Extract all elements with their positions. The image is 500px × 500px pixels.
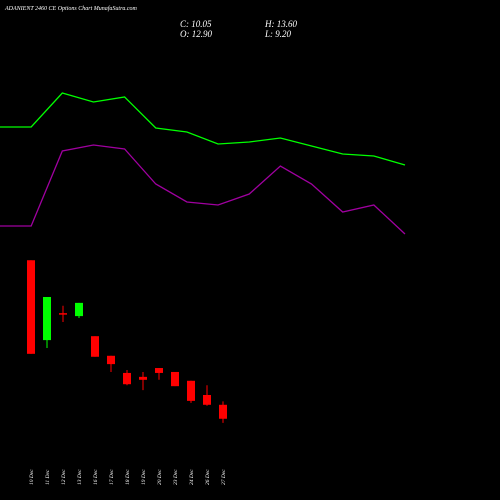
x-tick-label: 12 Dec	[61, 469, 67, 485]
x-tick-label: 17 Dec	[109, 469, 115, 485]
chart-title: ADANIENT 2460 CE Options Chart MunafaSut…	[4, 5, 138, 12]
x-tick-label: 23 Dec	[173, 469, 179, 485]
open-label: O: 12.90	[180, 29, 212, 39]
high-label: H: 13.60	[264, 19, 297, 29]
x-tick-label: 18 Dec	[125, 469, 131, 485]
x-tick-label: 13 Dec	[77, 469, 83, 485]
candle-body	[107, 355, 115, 365]
candle-body	[187, 380, 195, 401]
x-tick-label: 19 Dec	[141, 469, 147, 485]
candle-body	[139, 376, 147, 380]
close-label: C: 10.05	[180, 19, 212, 29]
candle-body	[91, 336, 99, 357]
x-tick-label: 27 Dec	[221, 469, 227, 485]
candle-body	[59, 313, 67, 315]
candle-body	[75, 302, 83, 317]
candle-body	[123, 372, 131, 385]
line-series	[0, 92, 406, 166]
x-tick-label: 20 Dec	[157, 469, 163, 485]
x-tick-label: 24 Dec	[188, 469, 195, 485]
candle-body	[203, 394, 211, 405]
low-label: L: 9.20	[264, 29, 292, 39]
candle-body	[27, 260, 35, 354]
candle-body	[219, 404, 227, 419]
x-tick-label: 11 Dec	[45, 469, 51, 485]
candle-body	[171, 371, 179, 387]
line-series	[0, 144, 406, 235]
x-tick-label: 16 Dec	[93, 469, 99, 485]
candle-body	[43, 296, 51, 341]
x-tick-label: 10 Dec	[29, 469, 35, 485]
x-tick-label: 26 Dec	[205, 469, 211, 485]
candle-body	[155, 368, 163, 373]
